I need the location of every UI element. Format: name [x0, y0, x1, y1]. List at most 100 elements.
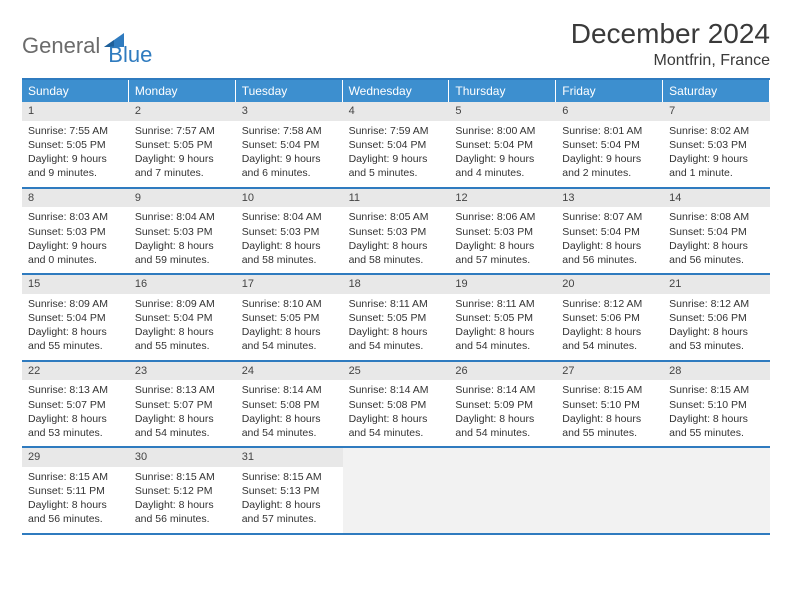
sunset-text: Sunset: 5:06 PM — [669, 311, 764, 325]
logo-text-general: General — [22, 33, 100, 59]
day-number: 10 — [236, 189, 343, 208]
day-number: 9 — [129, 189, 236, 208]
sunset-text: Sunset: 5:07 PM — [28, 398, 123, 412]
calendar-cell: 25Sunrise: 8:14 AMSunset: 5:08 PMDayligh… — [343, 362, 450, 449]
calendar-cell: 6Sunrise: 8:01 AMSunset: 5:04 PMDaylight… — [556, 102, 663, 189]
day-number: 15 — [22, 275, 129, 294]
sunrise-text: Sunrise: 8:11 AM — [349, 297, 444, 311]
daylight-text: Daylight: 9 hours and 4 minutes. — [455, 152, 550, 180]
sunset-text: Sunset: 5:09 PM — [455, 398, 550, 412]
calendar-cell: 12Sunrise: 8:06 AMSunset: 5:03 PMDayligh… — [449, 189, 556, 276]
day-number: 4 — [343, 102, 450, 121]
sunrise-text: Sunrise: 8:13 AM — [28, 383, 123, 397]
day-details: Sunrise: 8:13 AMSunset: 5:07 PMDaylight:… — [129, 380, 236, 446]
day-number: 11 — [343, 189, 450, 208]
sunset-text: Sunset: 5:04 PM — [562, 225, 657, 239]
calendar-cell: 28Sunrise: 8:15 AMSunset: 5:10 PMDayligh… — [663, 362, 770, 449]
sunset-text: Sunset: 5:04 PM — [349, 138, 444, 152]
day-number: 19 — [449, 275, 556, 294]
sunrise-text: Sunrise: 7:57 AM — [135, 124, 230, 138]
sunrise-text: Sunrise: 8:14 AM — [349, 383, 444, 397]
day-number: 30 — [129, 448, 236, 467]
sunset-text: Sunset: 5:10 PM — [562, 398, 657, 412]
title-block: December 2024 Montfrin, France — [571, 18, 770, 70]
calendar-grid: SundayMondayTuesdayWednesdayThursdayFrid… — [22, 78, 770, 535]
sunset-text: Sunset: 5:05 PM — [242, 311, 337, 325]
daylight-text: Daylight: 8 hours and 57 minutes. — [455, 239, 550, 267]
sunrise-text: Sunrise: 8:14 AM — [242, 383, 337, 397]
day-details: Sunrise: 8:08 AMSunset: 5:04 PMDaylight:… — [663, 207, 770, 273]
sunrise-text: Sunrise: 8:12 AM — [562, 297, 657, 311]
sunset-text: Sunset: 5:03 PM — [242, 225, 337, 239]
day-number: 8 — [22, 189, 129, 208]
day-number: 24 — [236, 362, 343, 381]
day-details: Sunrise: 8:01 AMSunset: 5:04 PMDaylight:… — [556, 121, 663, 187]
day-details: Sunrise: 8:03 AMSunset: 5:03 PMDaylight:… — [22, 207, 129, 273]
day-details: Sunrise: 8:09 AMSunset: 5:04 PMDaylight:… — [129, 294, 236, 360]
day-number: 3 — [236, 102, 343, 121]
day-number: 28 — [663, 362, 770, 381]
day-number: 18 — [343, 275, 450, 294]
day-details: Sunrise: 8:00 AMSunset: 5:04 PMDaylight:… — [449, 121, 556, 187]
sunrise-text: Sunrise: 7:55 AM — [28, 124, 123, 138]
logo: General Blue — [22, 24, 152, 68]
day-details: Sunrise: 7:55 AMSunset: 5:05 PMDaylight:… — [22, 121, 129, 187]
calendar-cell: 10Sunrise: 8:04 AMSunset: 5:03 PMDayligh… — [236, 189, 343, 276]
sunset-text: Sunset: 5:08 PM — [349, 398, 444, 412]
daylight-text: Daylight: 8 hours and 54 minutes. — [349, 325, 444, 353]
day-number: 20 — [556, 275, 663, 294]
day-details: Sunrise: 8:10 AMSunset: 5:05 PMDaylight:… — [236, 294, 343, 360]
day-details: Sunrise: 8:09 AMSunset: 5:04 PMDaylight:… — [22, 294, 129, 360]
day-number: 27 — [556, 362, 663, 381]
daylight-text: Daylight: 8 hours and 59 minutes. — [135, 239, 230, 267]
sunset-text: Sunset: 5:04 PM — [28, 311, 123, 325]
day-number: 16 — [129, 275, 236, 294]
sunrise-text: Sunrise: 8:13 AM — [135, 383, 230, 397]
calendar-cell: 17Sunrise: 8:10 AMSunset: 5:05 PMDayligh… — [236, 275, 343, 362]
daylight-text: Daylight: 9 hours and 0 minutes. — [28, 239, 123, 267]
day-number: 25 — [343, 362, 450, 381]
weekday-header: Thursday — [449, 80, 556, 102]
daylight-text: Daylight: 9 hours and 7 minutes. — [135, 152, 230, 180]
day-details: Sunrise: 7:57 AMSunset: 5:05 PMDaylight:… — [129, 121, 236, 187]
daylight-text: Daylight: 8 hours and 56 minutes. — [135, 498, 230, 526]
daylight-text: Daylight: 8 hours and 55 minutes. — [135, 325, 230, 353]
sunrise-text: Sunrise: 8:02 AM — [669, 124, 764, 138]
sunset-text: Sunset: 5:03 PM — [349, 225, 444, 239]
calendar-cell: 14Sunrise: 8:08 AMSunset: 5:04 PMDayligh… — [663, 189, 770, 276]
day-number: 26 — [449, 362, 556, 381]
calendar-cell: 26Sunrise: 8:14 AMSunset: 5:09 PMDayligh… — [449, 362, 556, 449]
sunset-text: Sunset: 5:11 PM — [28, 484, 123, 498]
sunrise-text: Sunrise: 8:09 AM — [135, 297, 230, 311]
daylight-text: Daylight: 8 hours and 54 minutes. — [562, 325, 657, 353]
calendar-cell: 5Sunrise: 8:00 AMSunset: 5:04 PMDaylight… — [449, 102, 556, 189]
calendar-cell: 7Sunrise: 8:02 AMSunset: 5:03 PMDaylight… — [663, 102, 770, 189]
calendar-cell: 8Sunrise: 8:03 AMSunset: 5:03 PMDaylight… — [22, 189, 129, 276]
daylight-text: Daylight: 8 hours and 54 minutes. — [242, 325, 337, 353]
sunset-text: Sunset: 5:05 PM — [455, 311, 550, 325]
day-number: 5 — [449, 102, 556, 121]
calendar-cell: 11Sunrise: 8:05 AMSunset: 5:03 PMDayligh… — [343, 189, 450, 276]
day-number: 21 — [663, 275, 770, 294]
calendar-cell: 27Sunrise: 8:15 AMSunset: 5:10 PMDayligh… — [556, 362, 663, 449]
sunset-text: Sunset: 5:04 PM — [242, 138, 337, 152]
sunrise-text: Sunrise: 8:09 AM — [28, 297, 123, 311]
day-details: Sunrise: 8:15 AMSunset: 5:10 PMDaylight:… — [663, 380, 770, 446]
day-number: 2 — [129, 102, 236, 121]
sunset-text: Sunset: 5:07 PM — [135, 398, 230, 412]
sunrise-text: Sunrise: 7:59 AM — [349, 124, 444, 138]
sunrise-text: Sunrise: 8:15 AM — [135, 470, 230, 484]
sunrise-text: Sunrise: 8:11 AM — [455, 297, 550, 311]
day-details: Sunrise: 8:14 AMSunset: 5:08 PMDaylight:… — [236, 380, 343, 446]
calendar-cell: 20Sunrise: 8:12 AMSunset: 5:06 PMDayligh… — [556, 275, 663, 362]
daylight-text: Daylight: 8 hours and 56 minutes. — [562, 239, 657, 267]
daylight-text: Daylight: 8 hours and 58 minutes. — [349, 239, 444, 267]
day-details: Sunrise: 8:02 AMSunset: 5:03 PMDaylight:… — [663, 121, 770, 187]
calendar-cell: 24Sunrise: 8:14 AMSunset: 5:08 PMDayligh… — [236, 362, 343, 449]
sunset-text: Sunset: 5:05 PM — [349, 311, 444, 325]
day-details: Sunrise: 8:14 AMSunset: 5:08 PMDaylight:… — [343, 380, 450, 446]
weekday-header: Tuesday — [236, 80, 343, 102]
sunset-text: Sunset: 5:10 PM — [669, 398, 764, 412]
day-number: 22 — [22, 362, 129, 381]
sunset-text: Sunset: 5:05 PM — [28, 138, 123, 152]
